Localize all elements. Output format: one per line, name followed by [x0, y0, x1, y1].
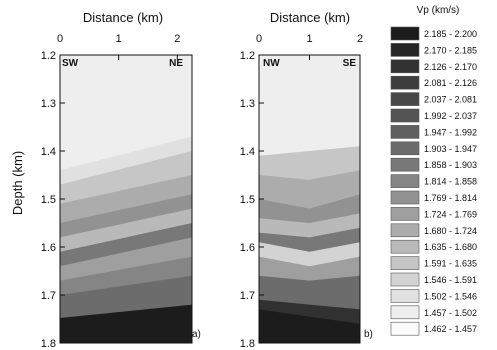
legend-swatch [391, 109, 419, 122]
panel-a-ytick-label: 1.8 [41, 338, 56, 350]
legend-swatch [391, 289, 419, 302]
legend-swatch [391, 191, 419, 204]
panel-b-xtick-label: 0 [256, 33, 262, 45]
panel-b-ytick-label: 1.5 [240, 194, 255, 206]
panel-a: Distance (km) Depth (km) 0 1 2 1.2 1.3 1.4 1.5… [10, 10, 201, 350]
velocity-legend: Vp (km/s) 2.185 - 2.200 2.170 - 2.185 2.12… [391, 5, 477, 335]
panel-a-corner-left: SW [62, 58, 79, 69]
legend-label: 1.947 - 1.992 [424, 127, 477, 137]
legend-swatch [391, 60, 419, 73]
panel-b-xtick-label: 1 [306, 33, 312, 45]
panel-a-xlabel: Distance (km) [83, 10, 163, 25]
legend-label: 1.502 - 1.546 [424, 291, 477, 301]
legend-swatch [391, 306, 419, 319]
legend-label: 2.081 - 2.126 [424, 78, 477, 88]
legend-label: 1.858 - 1.903 [424, 160, 477, 170]
legend-label: 1.462 - 1.457 [424, 324, 477, 334]
panel-a-ylabel: Depth (km) [10, 151, 25, 215]
legend-title: Vp (km/s) [417, 5, 460, 16]
legend-swatch [391, 93, 419, 106]
panel-b-ytick-label: 1.2 [240, 50, 255, 62]
legend-label: 1.903 - 1.947 [424, 144, 477, 154]
legend-label: 1.591 - 1.635 [424, 259, 477, 269]
legend-swatch [391, 76, 419, 89]
legend-swatch [391, 43, 419, 56]
panel-b-plot: 0 1 2 1.2 1.3 1.4 1.5 1.6 1.7 1.8 [240, 33, 363, 350]
panel-b-corner-left: NW [263, 58, 280, 69]
panel-a-ytick-label: 1.6 [41, 242, 56, 254]
legend-label: 1.635 - 1.680 [424, 242, 477, 252]
legend-swatch [391, 142, 419, 155]
panel-b-xtick-label: 2 [357, 33, 363, 45]
panel-b: Distance (km) 0 1 2 1.2 1.3 1.4 1.5 1.6 1.7 1.8 N… [240, 10, 373, 350]
legend-swatch [391, 240, 419, 253]
legend-label: 1.546 - 1.591 [424, 275, 477, 285]
panel-a-ytick-label: 1.4 [41, 146, 56, 158]
legend-label: 2.170 - 2.185 [424, 45, 477, 55]
legend-swatch [391, 224, 419, 237]
panel-b-label: b) [364, 329, 373, 340]
panel-b-corner-right: SE [343, 58, 357, 69]
panel-a-xtick-label: 2 [174, 33, 180, 45]
panel-a-plot: 0 1 2 1.2 1.3 1.4 1.5 1.6 1.7 1.8 [41, 33, 192, 350]
legend-label: 1.769 - 1.814 [424, 193, 477, 203]
panel-a-ytick-label: 1.3 [41, 98, 56, 110]
panel-a-xtick-label: 0 [57, 33, 63, 45]
panel-a-ytick-label: 1.7 [41, 290, 56, 302]
panel-a-corner-right: NE [169, 58, 183, 69]
panel-b-ytick-label: 1.3 [240, 98, 255, 110]
legend-label: 1.680 - 1.724 [424, 226, 477, 236]
legend-swatch [391, 273, 419, 286]
panel-b-ytick-label: 1.4 [240, 146, 255, 158]
panel-a-label: a) [192, 329, 201, 340]
legend-label: 1.814 - 1.858 [424, 177, 477, 187]
panel-b-xlabel: Distance (km) [270, 10, 350, 25]
panel-a-ytick-label: 1.5 [41, 194, 56, 206]
panel-b-ytick-label: 1.6 [240, 242, 255, 254]
legend-swatch [391, 27, 419, 40]
legend-label: 1.724 - 1.769 [424, 209, 477, 219]
legend-label: 2.185 - 2.200 [424, 29, 477, 39]
legend-swatch [391, 322, 419, 335]
legend-label: 1.457 - 1.502 [424, 308, 477, 318]
panel-b-ytick-label: 1.7 [240, 290, 255, 302]
legend-label: 1.992 - 2.037 [424, 111, 477, 121]
legend-swatch [391, 257, 419, 270]
legend-swatch [391, 158, 419, 171]
legend-label: 2.037 - 2.081 [424, 95, 477, 105]
legend-swatch [391, 207, 419, 220]
panel-a-xtick-label: 1 [116, 33, 122, 45]
legend-label: 2.126 - 2.170 [424, 62, 477, 72]
legend-swatch [391, 175, 419, 188]
panel-a-ytick-label: 1.2 [41, 50, 56, 62]
legend-swatch [391, 125, 419, 138]
panel-b-ytick-label: 1.8 [240, 338, 255, 350]
